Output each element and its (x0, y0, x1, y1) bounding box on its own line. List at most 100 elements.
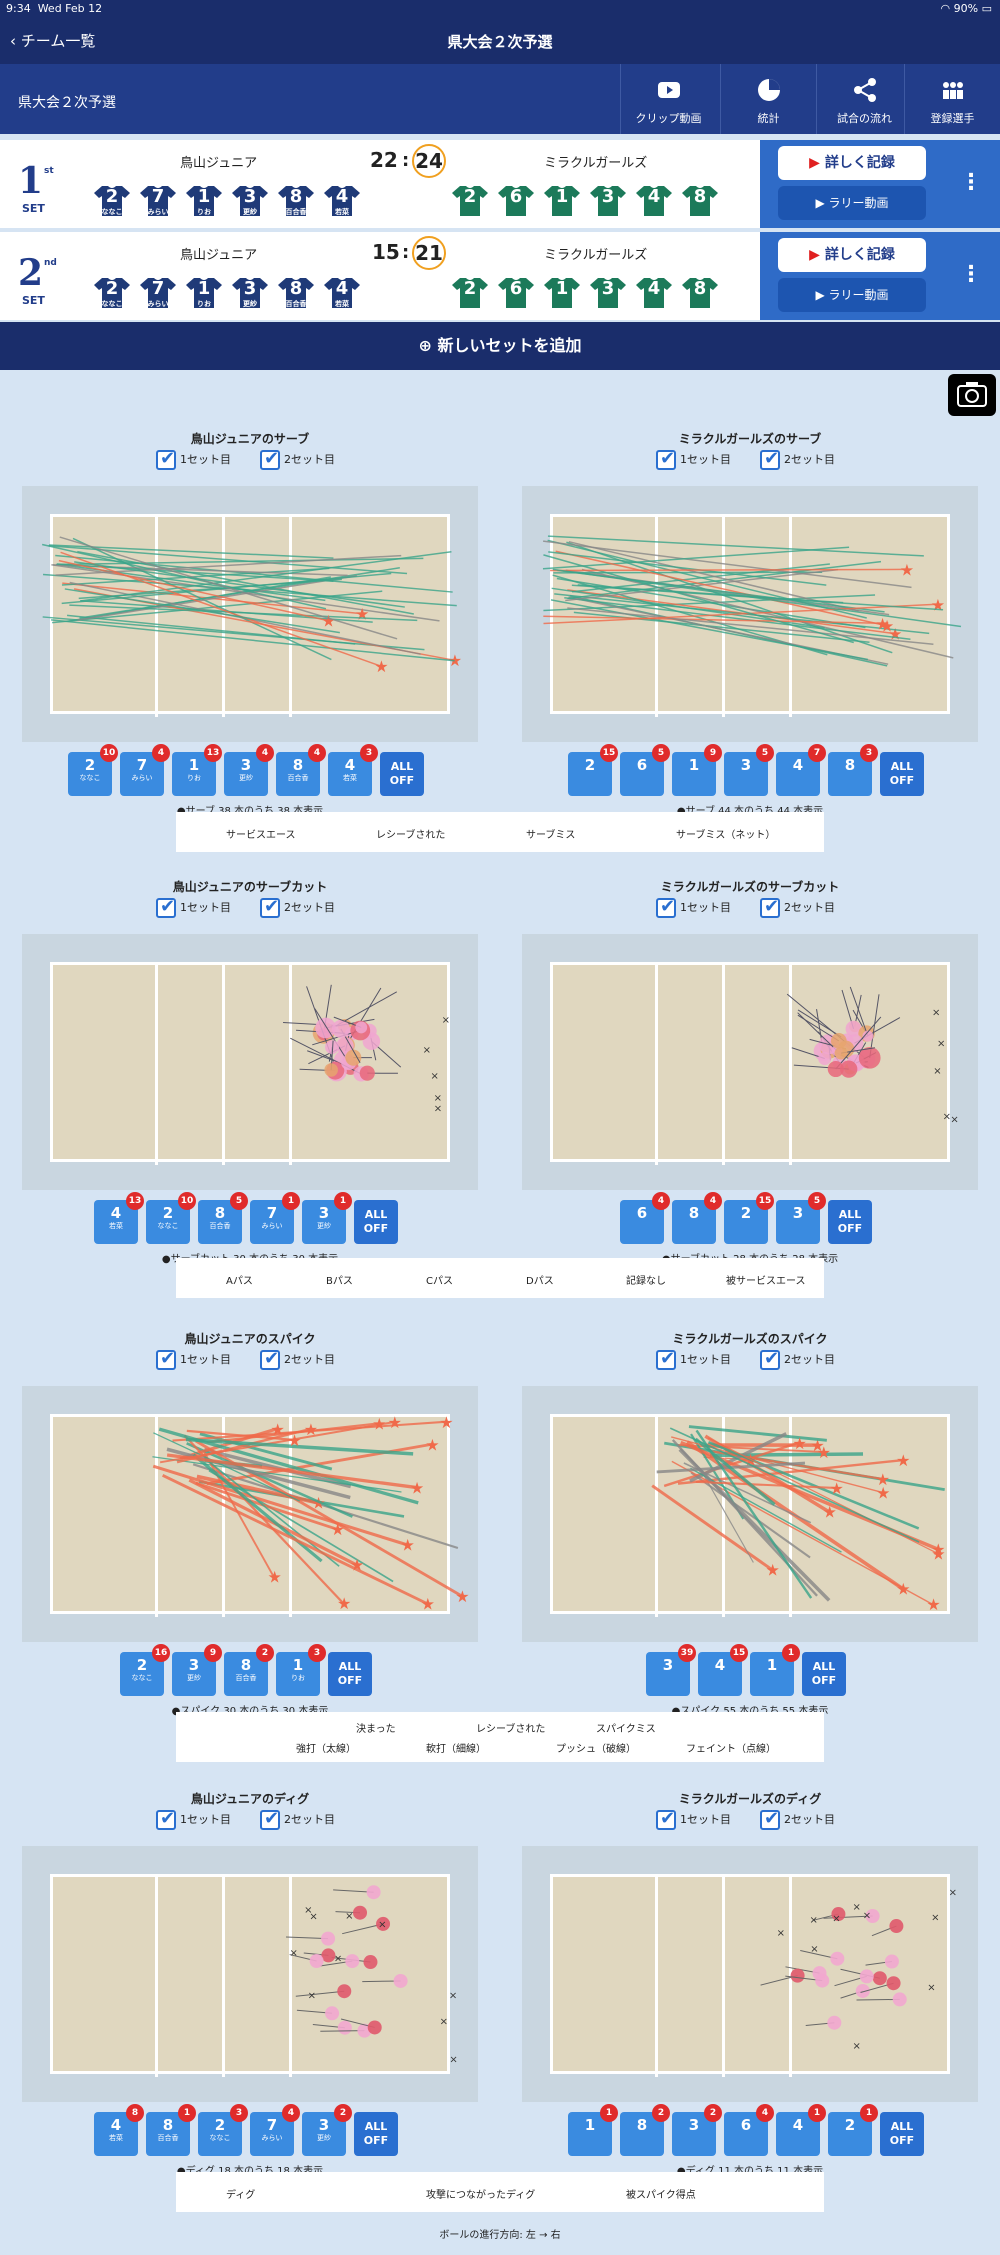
player-filter-chip[interactable]: 1 りお 13 (172, 744, 222, 796)
set2-checkbox[interactable]: 2セット目 (760, 896, 835, 918)
detail-record-button[interactable]: ▶ 詳しく記録 (778, 238, 926, 272)
jersey: 8 (682, 276, 718, 308)
jersey-number: 8 (693, 278, 707, 299)
set2-checkbox[interactable]: 2セット目 (760, 1348, 835, 1370)
all-off-button[interactable]: ALL OFF (328, 1652, 372, 1696)
set1-checkbox[interactable]: 1セット目 (156, 1808, 231, 1830)
player-filter-chip[interactable]: 8 百合香 4 (276, 744, 326, 796)
more-menu-icon[interactable]: ⋮ (960, 170, 982, 195)
all-off-button[interactable]: ALL OFF (380, 752, 424, 796)
player-filter-chip[interactable]: 3 更紗 1 (302, 1192, 352, 1244)
set2-checkbox[interactable]: 2セット目 (260, 448, 335, 470)
back-button[interactable]: ‹ チーム一覧 (10, 30, 95, 51)
jersey-number: 8 (844, 756, 856, 774)
page-title: 県大会２次予選 (447, 33, 553, 51)
court-chart: ★★★★★★★★★★★★★★★★ (22, 1386, 478, 1642)
set1-checkbox[interactable]: 1セット目 (656, 448, 731, 470)
set1-checkbox[interactable]: 1セット目 (156, 1348, 231, 1370)
player-filter-chip[interactable]: 7 みらい 4 (120, 744, 170, 796)
player-filter-chip[interactable]: 2 ななこ 10 (146, 1192, 196, 1244)
pass-line (314, 1008, 350, 1063)
player-filter-chip[interactable]: 4 若菜 3 (328, 744, 378, 796)
players-button[interactable]: 登録選手 (904, 64, 1000, 134)
player-filter-chip[interactable]: 7 みらい 1 (250, 1192, 300, 1244)
court-line (222, 1877, 225, 2077)
player-filter-chip[interactable]: 7 みらい 4 (250, 2104, 300, 2156)
detail-record-button[interactable]: ▶ 詳しく記録 (778, 146, 926, 180)
jersey-number: 6 (509, 186, 523, 207)
all-off-button[interactable]: ALL OFF (354, 2112, 398, 2156)
all-off-button[interactable]: ALL OFF (828, 1200, 872, 1244)
set2-checkbox[interactable]: 2セット目 (760, 1808, 835, 1830)
player-filter-chip[interactable]: 2 15 (724, 1192, 774, 1244)
score-star-icon: ★ (331, 1520, 345, 1539)
set2-checkbox[interactable]: 2セット目 (760, 448, 835, 470)
trajectory-line (51, 619, 455, 662)
camera-button[interactable] (948, 374, 996, 416)
stats-button[interactable]: 統計 (720, 64, 816, 134)
player-filter-chip[interactable]: 8 百合香 5 (198, 1192, 248, 1244)
count-badge: 7 (808, 744, 826, 762)
dig-dot (345, 1954, 360, 1969)
player-filter-chip[interactable]: 4 若菜 13 (94, 1192, 144, 1244)
player-filter-chip[interactable]: 3 更紗 9 (172, 1644, 222, 1696)
pass-dot (858, 1046, 881, 1069)
player-filter-chip[interactable]: 2 ななこ 16 (120, 1644, 170, 1696)
all-off-button[interactable]: ALL OFF (880, 2112, 924, 2156)
court-floor (50, 514, 450, 717)
all-off-button[interactable]: ALL OFF (802, 1652, 846, 1696)
player-filter-chip[interactable]: 3 更紗 2 (302, 2104, 352, 2156)
player-filter-chip[interactable]: 2 15 (568, 744, 618, 796)
jersey-number: 4 (792, 2116, 804, 2134)
set2-checkbox[interactable]: 2セット目 (260, 1348, 335, 1370)
player-filter-chip[interactable]: 8 百合香 2 (224, 1644, 274, 1696)
player-filter-chip[interactable]: 8 百合香 1 (146, 2104, 196, 2156)
set1-checkbox[interactable]: 1セット目 (656, 1348, 731, 1370)
rally-video-button[interactable]: ▶ ラリー動画 (778, 278, 926, 312)
set1-checkbox[interactable]: 1セット目 (156, 448, 231, 470)
tournament-name: 県大会２次予選 (18, 95, 116, 111)
set1-checkbox[interactable]: 1セット目 (656, 896, 731, 918)
set1-checkbox[interactable]: 1セット目 (156, 896, 231, 918)
player-filter-chip[interactable]: 1 りお 3 (276, 1644, 326, 1696)
court-line (722, 965, 725, 1165)
count-badge: 1 (808, 2104, 826, 2122)
all-off-button[interactable]: ALL OFF (880, 752, 924, 796)
player-name: 若菜 (109, 1222, 123, 1230)
set2-checkbox[interactable]: 2セット目 (260, 896, 335, 918)
rally-video-button[interactable]: ▶ ラリー動画 (778, 186, 926, 220)
count-badge: 13 (126, 1192, 144, 1210)
all-off-button[interactable]: ALL OFF (354, 1200, 398, 1244)
set2-checkbox[interactable]: 2セット目 (260, 1808, 335, 1830)
more-menu-icon[interactable]: ⋮ (960, 262, 982, 287)
set1-checkbox[interactable]: 1セット目 (656, 1808, 731, 1830)
player-filter-chip[interactable]: 4 若菜 8 (94, 2104, 144, 2156)
add-set-button[interactable]: ⊕ 新しいセットを追加 (0, 322, 1000, 370)
clip-video-button[interactable]: クリップ動画 (620, 64, 716, 134)
player-filter-chip[interactable]: 2 ななこ 10 (68, 744, 118, 796)
shirt-icon (232, 278, 268, 308)
player-filter-chip[interactable]: 3 39 (646, 1644, 696, 1696)
match-flow-button[interactable]: 試合の流れ (816, 64, 912, 134)
player-filter-chip[interactable]: 3 更紗 4 (224, 744, 274, 796)
player-filter-chip[interactable]: 2 ななこ 3 (198, 2104, 248, 2156)
count-badge: 5 (756, 744, 774, 762)
player-filter-chip[interactable]: 4 15 (698, 1644, 748, 1696)
